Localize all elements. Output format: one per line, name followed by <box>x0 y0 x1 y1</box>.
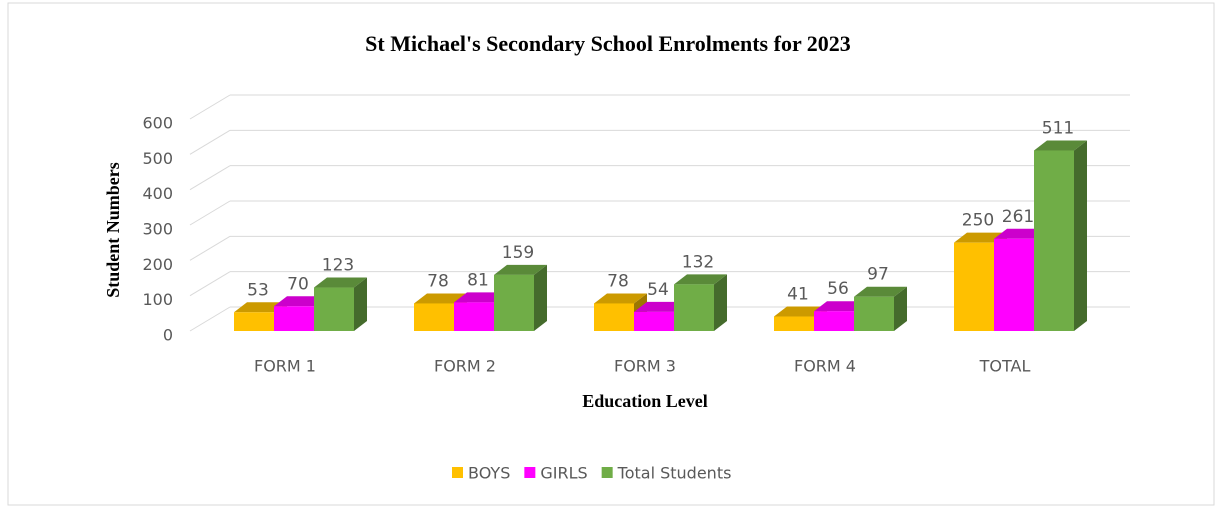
data-label: 132 <box>682 252 714 272</box>
data-label: 250 <box>962 211 994 231</box>
bar-top <box>994 228 1047 239</box>
bar <box>814 311 854 331</box>
chart-title: St Michael's Secondary School Enrolments… <box>365 31 851 56</box>
y-axis-label: Student Numbers <box>103 162 123 298</box>
x-tick-label: FORM 3 <box>614 357 676 376</box>
x-axis-label: Education Level <box>582 391 708 411</box>
bar-top <box>954 232 1007 243</box>
bar-side <box>534 264 547 331</box>
bar-top <box>814 301 867 312</box>
legend-label: BOYS <box>468 464 510 483</box>
bar <box>234 312 274 331</box>
bar-side <box>1074 140 1087 331</box>
data-label: 123 <box>322 256 354 276</box>
bar-top <box>494 264 547 275</box>
bar <box>274 306 314 331</box>
bar-top <box>674 274 727 285</box>
data-label: 78 <box>427 271 449 291</box>
grid-edge <box>189 165 231 191</box>
bar <box>494 274 534 331</box>
bar <box>314 287 354 331</box>
bar-top <box>1034 140 1087 151</box>
bar-top <box>594 293 647 304</box>
y-tick-label: 0 <box>163 326 173 345</box>
bar-side <box>354 277 367 331</box>
bar <box>854 296 894 331</box>
bar <box>774 316 814 331</box>
data-label: 261 <box>1002 207 1034 227</box>
data-label: 81 <box>467 270 489 290</box>
bar <box>594 303 634 331</box>
x-tick-label: FORM 2 <box>434 357 496 376</box>
data-label: 97 <box>867 265 889 285</box>
x-tick-label: FORM 4 <box>794 357 856 376</box>
bar-side <box>894 286 907 331</box>
y-tick-label: 300 <box>142 220 173 239</box>
legend-swatch <box>601 467 613 478</box>
data-label: 41 <box>787 285 809 305</box>
bar-top <box>634 301 687 312</box>
bar <box>454 302 494 331</box>
grid-edge <box>189 200 231 226</box>
bar <box>634 311 674 331</box>
data-label: 78 <box>607 271 629 291</box>
legend-label: GIRLS <box>540 464 587 483</box>
bar <box>1034 150 1074 331</box>
grid-edge <box>189 306 231 332</box>
y-tick-label: 400 <box>142 184 173 203</box>
data-label: 70 <box>287 274 309 294</box>
bar <box>414 303 454 331</box>
grid-edge <box>189 271 231 297</box>
bar-top <box>414 293 467 304</box>
bar-top <box>774 306 827 317</box>
grid-edge <box>189 94 231 120</box>
bar-top <box>274 296 327 307</box>
bar-top <box>854 286 907 297</box>
bar <box>674 284 714 331</box>
grid-edge <box>189 129 231 155</box>
grid-edge <box>189 235 231 261</box>
bar-top <box>454 292 507 303</box>
data-label: 511 <box>1042 118 1074 138</box>
data-label: 53 <box>247 280 269 300</box>
legend-swatch <box>524 467 536 478</box>
bar-top <box>234 302 287 313</box>
y-tick-label: 100 <box>142 290 173 309</box>
legend-swatch <box>452 467 463 478</box>
y-tick-label: 500 <box>142 149 173 168</box>
x-tick-label: FORM 1 <box>254 357 316 376</box>
data-label: 54 <box>647 280 669 300</box>
bar <box>954 242 994 331</box>
data-label: 159 <box>502 243 534 263</box>
bar-top <box>314 277 367 288</box>
x-tick-label: TOTAL <box>979 357 1031 376</box>
legend-label: Total Students <box>617 464 732 483</box>
bar-side <box>714 274 727 331</box>
y-tick-label: 200 <box>142 255 173 274</box>
bar <box>994 238 1034 331</box>
data-label: 56 <box>827 279 849 299</box>
y-tick-label: 600 <box>142 114 173 133</box>
